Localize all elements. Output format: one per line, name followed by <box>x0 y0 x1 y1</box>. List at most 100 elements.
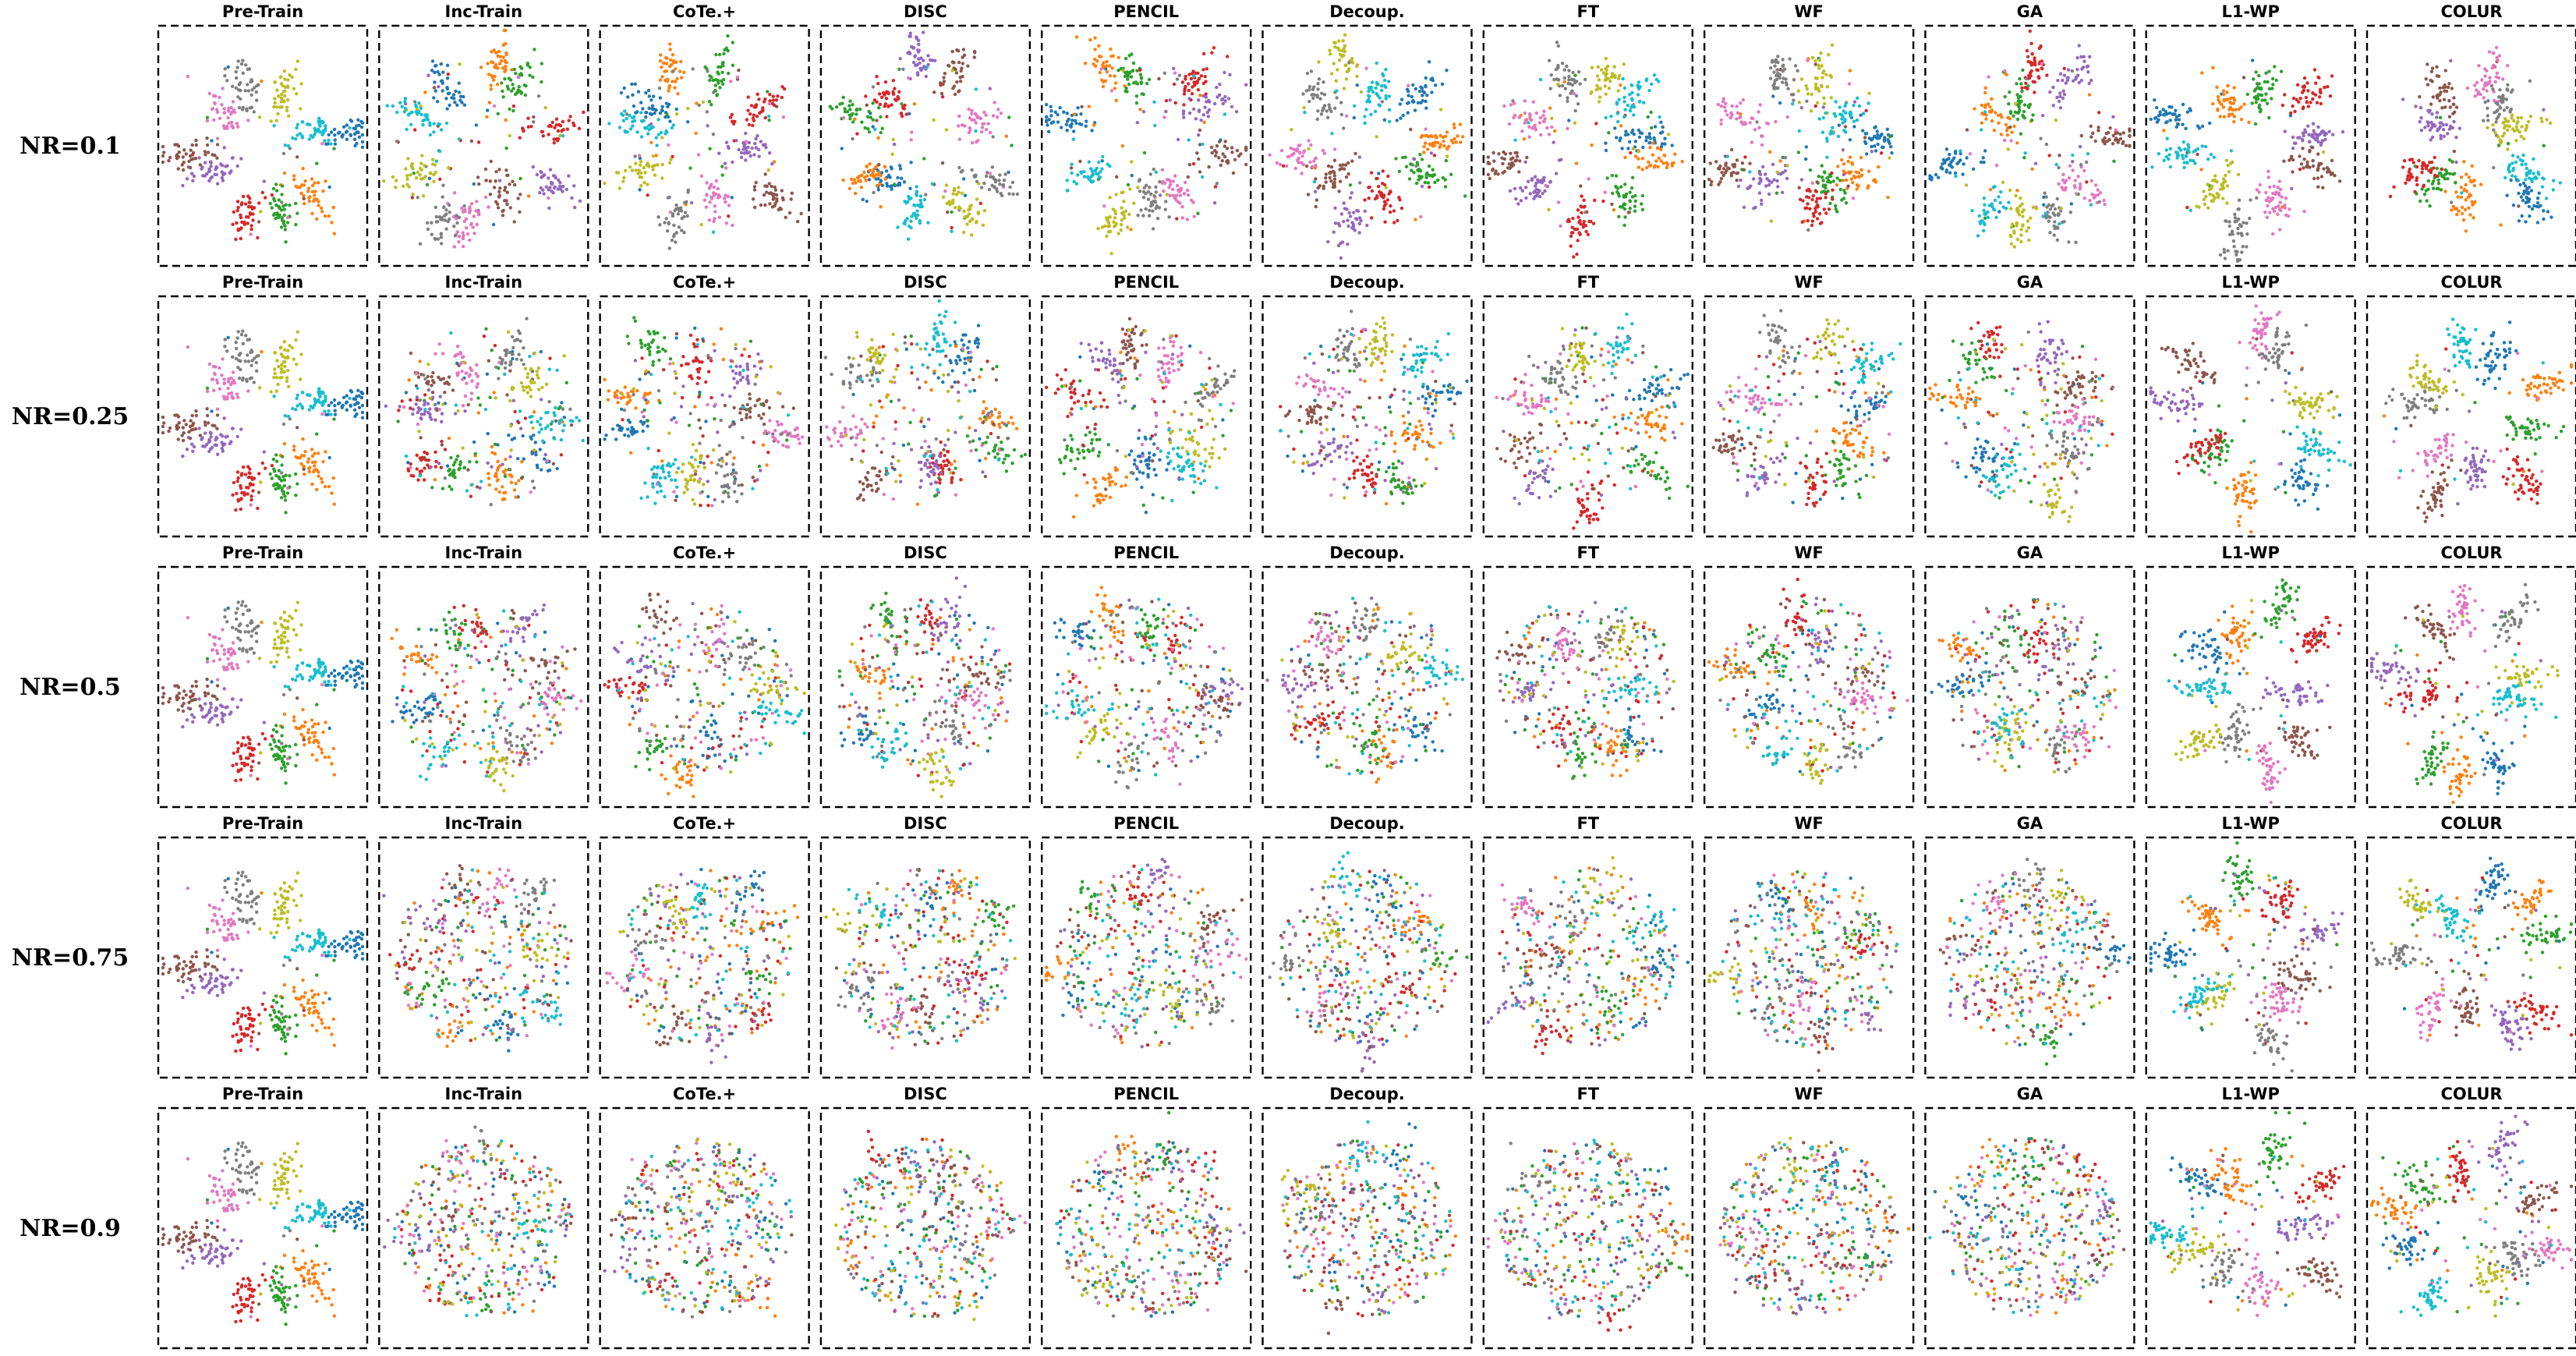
scatter-point <box>1859 168 1863 172</box>
scatter-point <box>971 141 974 144</box>
scatter-point <box>2276 213 2279 216</box>
scatter-point <box>1502 104 1506 108</box>
scatter-point <box>557 129 560 133</box>
scatter-point <box>1312 93 1315 96</box>
scatter-point <box>1822 97 1825 100</box>
scatter-point <box>2508 170 2511 173</box>
scatter-point <box>1821 131 1824 134</box>
scatter-point <box>1508 122 1511 126</box>
scatter-point <box>668 246 671 250</box>
scatter-point <box>1966 128 1969 131</box>
scatter-point <box>1434 140 1437 143</box>
scatter-point <box>1392 209 1396 212</box>
scatter-point <box>2058 213 2061 216</box>
scatter-point <box>2268 200 2271 203</box>
scatter-point <box>898 164 901 167</box>
scatter-point <box>2186 111 2189 114</box>
scatter-point <box>1629 109 1632 112</box>
scatter-point <box>333 128 336 131</box>
scatter-point <box>1709 161 1712 165</box>
scatter-point <box>1140 76 1143 80</box>
scatter-point <box>2227 220 2231 223</box>
scatter-point <box>405 178 409 181</box>
scatter-point <box>1826 176 1829 179</box>
scatter-point <box>224 67 227 70</box>
scatter-point <box>1339 164 1342 167</box>
scatter-point <box>1430 134 1433 137</box>
scatter-point <box>2111 142 2114 145</box>
panel-title: FT <box>1576 2 1599 21</box>
scatter-point <box>2016 238 2019 241</box>
scatter-point <box>2275 79 2278 82</box>
scatter-point <box>1049 114 1053 117</box>
scatter-point <box>2061 173 2065 176</box>
scatter-point <box>255 99 258 102</box>
scatter-point <box>1604 67 1607 70</box>
scatter-point <box>413 128 416 131</box>
scatter-point <box>1223 112 1226 115</box>
scatter-point <box>440 235 443 239</box>
scatter-point <box>2482 87 2485 90</box>
scatter-point <box>1806 87 1809 90</box>
scatter-point <box>1814 83 1817 86</box>
scatter-point <box>1363 122 1366 125</box>
scatter-point <box>294 68 297 71</box>
scatter-point <box>1634 140 1637 143</box>
scatter-point <box>1368 196 1371 200</box>
scatter-point <box>1590 90 1593 94</box>
scatter-point <box>1541 192 1544 195</box>
scatter-point <box>1583 211 1587 214</box>
scatter-point <box>1613 65 1616 69</box>
scatter-point <box>2082 169 2086 172</box>
scatter-point <box>1842 173 1845 176</box>
scatter-point <box>1200 74 1203 77</box>
scatter-point <box>1130 75 1133 78</box>
scatter-point <box>313 193 316 196</box>
scatter-point <box>2528 80 2532 83</box>
scatter-point <box>957 90 960 93</box>
scatter-point <box>225 79 228 82</box>
scatter-point <box>2228 225 2231 228</box>
scatter-point <box>1109 74 1112 77</box>
scatter-point <box>1633 194 1637 197</box>
scatter-point <box>603 182 606 185</box>
scatter-point <box>941 161 944 165</box>
scatter-point <box>1078 160 1081 163</box>
scatter-point <box>1949 161 1952 164</box>
scatter-point <box>2112 160 2115 163</box>
scatter-point <box>494 200 497 204</box>
scatter-point <box>488 101 491 104</box>
scatter-point <box>720 71 724 74</box>
scatter-point <box>1849 155 1852 158</box>
scatter-point <box>875 119 878 122</box>
scatter-point <box>2549 122 2552 125</box>
scatter-point <box>974 129 977 133</box>
scatter-point <box>1997 114 2000 117</box>
scatter-point <box>756 93 759 96</box>
scatter-point <box>1007 192 1010 195</box>
scatter-point <box>1601 200 1605 203</box>
scatter-point <box>1720 104 1723 108</box>
scatter-point <box>2539 117 2542 120</box>
scatter-point <box>1371 80 1374 83</box>
scatter-point <box>1244 147 1247 150</box>
panel: Inc-Train <box>379 2 588 266</box>
scatter-point <box>2430 161 2433 164</box>
scatter-point <box>926 54 929 57</box>
scatter-point <box>1888 135 1891 138</box>
scatter-point <box>862 171 865 174</box>
scatter-point <box>1569 235 1573 238</box>
scatter-point <box>1358 231 1361 234</box>
scatter-point <box>1388 108 1391 112</box>
scatter-point <box>725 221 728 225</box>
scatter-point <box>416 196 419 199</box>
scatter-point <box>851 103 854 106</box>
scatter-point <box>1307 139 1310 142</box>
scatter-point <box>2493 131 2496 134</box>
scatter-point <box>1349 183 1352 186</box>
scatter-point <box>303 179 306 182</box>
scatter-point <box>716 93 719 96</box>
scatter-point <box>2446 132 2449 135</box>
scatter-point <box>1627 211 1630 214</box>
